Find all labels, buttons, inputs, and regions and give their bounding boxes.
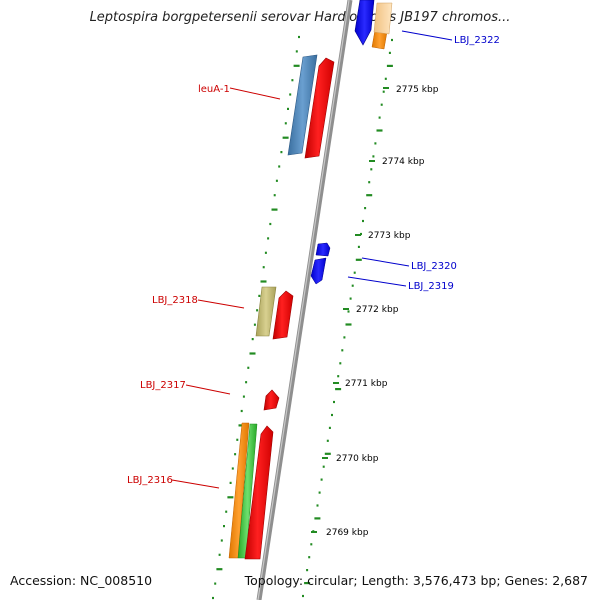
map-title: Leptospira borgpetersenii serovar Hardjo… — [89, 10, 511, 25]
gene-LBJ_2322[interactable]: LBJ_2322 — [354, 0, 500, 50]
gene-LBJ_2317[interactable]: LBJ_2317 — [140, 380, 280, 411]
gene-label-LBJ_2317[interactable]: LBJ_2317 — [140, 380, 186, 391]
gene-LBJ_2318[interactable]: LBJ_2318 — [152, 286, 294, 340]
chromosome-backbone-highlight — [257, 0, 350, 600]
LBJ_2319-cds-arrow[interactable] — [310, 257, 327, 285]
inner-dotted-ring — [212, 35, 300, 600]
tick-2769: 2769 kbp — [311, 528, 369, 538]
gene-label-LBJ_2322[interactable]: LBJ_2322 — [454, 35, 500, 46]
LBJ_2320-cds-arrow[interactable] — [315, 242, 331, 257]
LBJ_2322-cds-arrow[interactable] — [354, 0, 375, 46]
gene-label-LBJ_2316[interactable]: LBJ_2316 — [127, 475, 173, 486]
LBJ_2318-feature-bar[interactable] — [255, 286, 277, 337]
tick-label: 2769 kbp — [326, 528, 369, 538]
tick-2773: 2773 kbp — [355, 231, 411, 241]
accession-text: Accession: NC_008510 — [10, 573, 153, 588]
tick-2772: 2772 kbp — [343, 305, 399, 315]
tick-label: 2774 kbp — [382, 157, 425, 167]
gene-leuA-1[interactable]: leuA-1 — [198, 54, 335, 159]
leuA-1-cds-arrow[interactable] — [304, 57, 335, 159]
tick-label: 2773 kbp — [368, 231, 411, 241]
chromosome-backbone — [256, 0, 353, 600]
topology-text: Topology: circular; Length: 3,576,473 bp… — [244, 573, 588, 588]
LBJ_2322-feature-overlay[interactable] — [373, 2, 393, 35]
leuA-1-feature-bar[interactable] — [287, 54, 318, 156]
gene-label-LBJ_2319[interactable]: LBJ_2319 — [408, 281, 454, 292]
tick-label: 2770 kbp — [336, 454, 379, 464]
tick-2771: 2771 kbp — [333, 379, 388, 389]
gene-LBJ_2316[interactable]: LBJ_2316 — [127, 422, 274, 560]
LBJ_2318-cds-arrow[interactable] — [272, 290, 294, 340]
gene-LBJ_2319[interactable]: LBJ_2319 — [310, 257, 454, 292]
gene-label-LBJ_2320[interactable]: LBJ_2320 — [411, 261, 457, 272]
tick-2770: 2770 kbp — [322, 454, 379, 464]
tick-2775: 2775 kbp — [383, 85, 439, 95]
tick-label: 2772 kbp — [356, 305, 399, 315]
gene-label-leuA-1[interactable]: leuA-1 — [198, 84, 230, 95]
gene-LBJ_2320[interactable]: LBJ_2320 — [315, 242, 457, 272]
tick-label: 2775 kbp — [396, 85, 439, 95]
LBJ_2316-cds-arrow[interactable] — [244, 425, 274, 560]
outer-dotted-ring — [302, 38, 393, 598]
tick-2774: 2774 kbp — [369, 157, 425, 167]
tick-label: 2771 kbp — [345, 379, 388, 389]
LBJ_2317-cds-arrow[interactable] — [263, 389, 280, 411]
gene-label-LBJ_2318[interactable]: LBJ_2318 — [152, 295, 198, 306]
